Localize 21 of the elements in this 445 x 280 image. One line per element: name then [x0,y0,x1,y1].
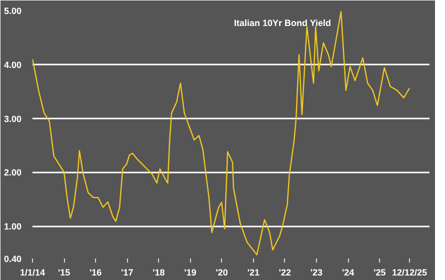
x-tick-label: '19 [184,268,196,278]
x-tick-label: '24 [342,268,354,278]
y-tick-label: 0.40 [4,254,22,264]
x-tick-label: '15 [58,268,70,278]
x-tick-label: '25 [374,268,386,278]
line-series [32,10,410,256]
x-tick-label: '16 [89,268,102,278]
x-tick-label: 1/1/14 [20,268,46,278]
text: Italian 10Yr Bond Yield [234,18,332,28]
x-tick-label: '21 [247,268,260,278]
y-tick-label: 1.00 [4,222,22,232]
y-tick-label: 3.00 [4,114,22,124]
x-tick-label: '18 [152,268,165,278]
x-tick-label: '23 [310,268,323,278]
y-tick-label: 5.00 [4,6,22,16]
x-tick-label: '20 [216,268,228,278]
y-tick-label: 4.00 [4,60,22,70]
x-tick-label: 12/12/25 [392,268,427,278]
x-tick-label: '22 [278,268,292,278]
x-tick-label: '17 [121,268,134,278]
y-tick-label: 2.00 [4,168,22,178]
